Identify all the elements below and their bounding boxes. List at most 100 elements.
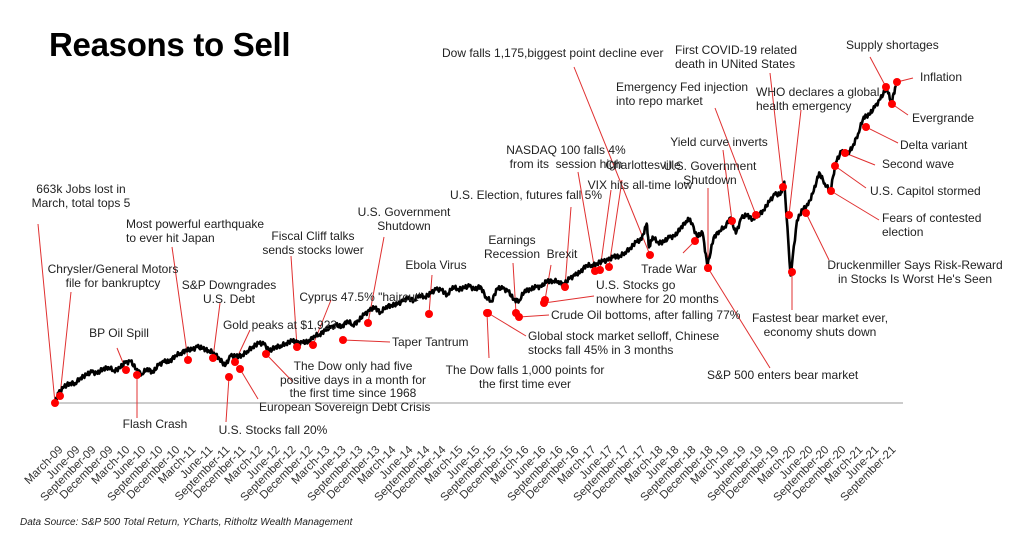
annotation-label: WHO declares a global health emergency: [756, 85, 880, 113]
annotation-leader-line: [788, 109, 802, 216]
annotation-label: Gold peaks at $1,923: [222, 318, 338, 332]
annotation-leader-line: [608, 179, 623, 268]
annotation-label: S&P Downgrades U.S. Debt: [181, 278, 277, 306]
annotation-markers: [51, 78, 901, 407]
annotation-label: Fears of contested election: [882, 211, 982, 239]
annotation-label: Druckenmiller Says Risk-Reward in Stocks…: [827, 258, 1003, 286]
annotation-label: Flash Crash: [122, 417, 188, 431]
annotation-leader-line: [805, 212, 830, 261]
annotation-leader-line: [577, 171, 596, 272]
annotation-label: Global stock market selloff, Chinese sto…: [528, 329, 720, 357]
event-marker: [646, 251, 654, 259]
annotation-leader-line: [599, 189, 612, 271]
annotation-leader-line: [714, 107, 757, 216]
event-marker: [262, 350, 270, 358]
event-marker: [515, 313, 523, 321]
annotation-label: The Dow falls 1,000 points for the first…: [445, 363, 605, 391]
annotation-label: Second wave: [882, 157, 955, 171]
annotation-label: U.S. Government Shutdown: [357, 205, 451, 233]
annotation-leader-line: [518, 314, 550, 318]
event-marker: [605, 263, 613, 271]
event-marker: [779, 183, 787, 191]
annotation-leader-line: [834, 165, 867, 189]
event-marker: [231, 358, 239, 366]
annotation-leader-line: [564, 206, 572, 288]
event-marker: [862, 123, 870, 131]
annotation-label: U.S. Stocks go nowhere for 20 months: [596, 278, 719, 306]
annotation-leader-line: [37, 223, 56, 404]
annotation-leader-line: [342, 339, 391, 343]
annotation-leader-line: [869, 56, 887, 88]
annotation-leader-line: [573, 66, 651, 256]
annotation-label: Supply shortages: [846, 38, 939, 52]
annotation-label: U.S. Capitol stormed: [870, 184, 981, 198]
annotation-leader-line: [265, 353, 294, 383]
annotation-leader-line: [543, 295, 595, 304]
data-source-note: Data Source: S&P 500 Total Return, YChar…: [20, 517, 353, 528]
event-marker: [56, 392, 64, 400]
annotation-label: First COVID-19 related death in UNited S…: [675, 43, 798, 71]
annotation-label: Taper Tantrum: [392, 335, 469, 349]
event-marker: [691, 237, 699, 245]
event-marker: [785, 211, 793, 219]
annotation-label: Inflation: [920, 70, 963, 84]
annotation-leader-line: [830, 190, 880, 221]
annotation-label: Chrysler/General Motors file for bankrup…: [47, 262, 179, 290]
event-marker: [831, 162, 839, 170]
annotation-label: Delta variant: [900, 138, 968, 152]
event-marker: [882, 83, 890, 91]
event-marker: [293, 343, 301, 351]
event-marker: [788, 268, 796, 276]
annotation-leader-line: [769, 72, 784, 188]
event-marker: [184, 356, 192, 364]
annotation-leader-line: [59, 291, 72, 397]
event-marker: [209, 354, 217, 362]
event-marker: [704, 264, 712, 272]
annotation-leader-line: [487, 312, 527, 337]
annotation-label: Ebola Virus: [405, 258, 467, 272]
annotation-leader-line: [171, 246, 189, 361]
annotation-leader-line: [290, 255, 298, 348]
annotation-leader-line: [722, 149, 733, 222]
annotation-leader-line: [844, 152, 876, 166]
annotation-label: Emergency Fed injection into repo market: [616, 80, 749, 108]
annotation-label: U.S. Stocks fall 20%: [218, 423, 328, 437]
annotation-label: Trade War: [641, 262, 697, 276]
annotation-label: Cyprus 47.5% "haircut": [299, 290, 423, 304]
event-marker: [888, 100, 896, 108]
annotation-leader-line: [212, 302, 221, 359]
annotation-label: Most powerful earthquake to ever hit Jap…: [126, 217, 265, 245]
annotation-label: S&P 500 enters bear market: [707, 368, 859, 382]
annotation-leader-line: [512, 262, 517, 314]
event-marker: [309, 341, 317, 349]
event-marker: [236, 365, 244, 373]
annotation-label: Dow falls 1,175,biggest point decline ev…: [442, 46, 664, 60]
annotation-leader-line: [707, 267, 771, 369]
annotation-leader-line: [225, 376, 230, 423]
annotation-label: VIX hits all-time low: [587, 178, 693, 192]
event-marker: [841, 149, 849, 157]
annotation-label: Evergrande: [912, 111, 975, 125]
annotation-leaders: [37, 56, 914, 423]
event-marker: [425, 310, 433, 318]
event-marker: [596, 266, 604, 274]
event-marker: [540, 299, 548, 307]
annotation-label: The Dow only had five positive days in a…: [279, 359, 427, 400]
annotation-leader-line: [486, 312, 490, 359]
event-marker: [561, 283, 569, 291]
annotation-label: Fastest bear market ever, economy shuts …: [751, 311, 889, 339]
series-line: [53, 85, 898, 404]
event-marker: [339, 336, 347, 344]
event-marker: [225, 373, 233, 381]
annotation-label: U.S. Election, futures fall 5%: [449, 188, 603, 202]
annotation-leader-line: [239, 368, 259, 400]
event-marker: [728, 217, 736, 225]
annotation-label: U.S. Government Shutdown: [663, 159, 757, 187]
event-marker: [752, 211, 760, 219]
annotation-label: European Sovereign Debt Crisis: [259, 400, 431, 414]
annotation-label: Charlottesville: [605, 158, 681, 172]
event-marker: [122, 366, 130, 374]
annotation-label: Fiscal Cliff talks sends stocks lower: [262, 229, 364, 257]
event-marker: [827, 187, 835, 195]
